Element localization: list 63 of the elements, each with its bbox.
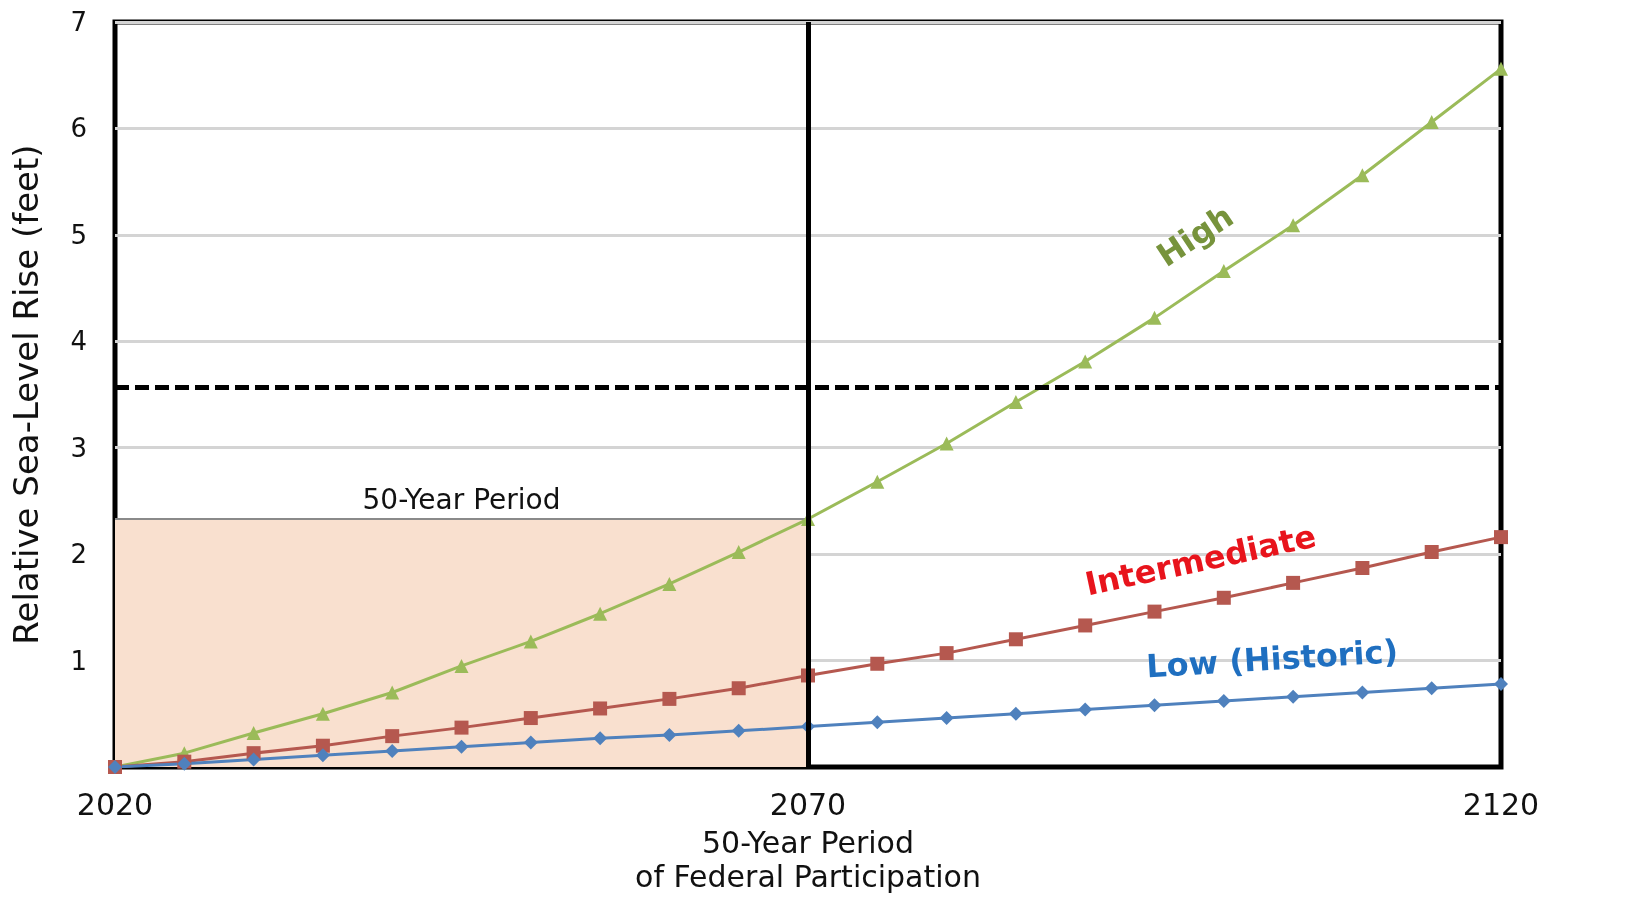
point (246, 725, 261, 740)
point (662, 576, 677, 591)
point (593, 606, 608, 621)
point (870, 474, 885, 489)
point (1078, 618, 1093, 633)
point (523, 711, 538, 726)
point (1494, 530, 1508, 545)
point (1286, 218, 1301, 233)
y-tick-label: 5 (70, 219, 87, 250)
point (939, 436, 954, 451)
point (523, 735, 538, 750)
annotation: 50-Year Period (362, 482, 561, 516)
y-tick-label: 7 (70, 7, 87, 37)
point (1147, 310, 1162, 325)
point (1078, 354, 1093, 369)
point (870, 715, 885, 730)
point (454, 739, 469, 754)
point (593, 731, 608, 746)
point (1008, 632, 1023, 647)
point (385, 729, 400, 744)
y-tick-label: 1 (70, 645, 87, 676)
point (315, 748, 330, 763)
point (1008, 394, 1023, 409)
y-tick-label: 3 (70, 432, 87, 463)
point (1494, 61, 1508, 76)
point (315, 706, 330, 721)
point (1424, 545, 1439, 560)
point (939, 711, 954, 726)
point (454, 658, 469, 673)
point (1355, 168, 1370, 183)
point (454, 720, 469, 735)
point (1424, 115, 1439, 130)
point (662, 691, 677, 706)
point (731, 681, 746, 696)
x-axis-title: 50-Year Period of Federal Participation (635, 824, 981, 894)
point (1494, 676, 1508, 691)
point (1286, 689, 1301, 704)
point (1147, 698, 1162, 713)
point (731, 545, 746, 560)
x-tick-label: 2070 (769, 786, 847, 822)
point (1355, 560, 1370, 575)
x-tick-label: 2120 (1462, 786, 1540, 822)
point (662, 728, 677, 743)
x-tick-label: 2020 (76, 786, 154, 822)
point (1078, 702, 1093, 717)
point (1424, 681, 1439, 696)
point (523, 634, 538, 649)
y-axis-title: Relative Sea-Level Rise (feet) (6, 144, 46, 645)
point (593, 701, 608, 716)
y-tick-label: 4 (70, 326, 87, 357)
point (939, 646, 954, 661)
point (870, 656, 885, 671)
y-tick-label: 6 (70, 113, 87, 144)
y-tick-label: 2 (70, 539, 87, 570)
point (385, 685, 400, 700)
point (1147, 604, 1162, 619)
series-label: Low (Historic) (1145, 632, 1400, 686)
point (385, 744, 400, 759)
point (1216, 694, 1231, 709)
point (731, 723, 746, 738)
point (246, 752, 261, 767)
point (1008, 706, 1023, 721)
point (1355, 685, 1370, 700)
